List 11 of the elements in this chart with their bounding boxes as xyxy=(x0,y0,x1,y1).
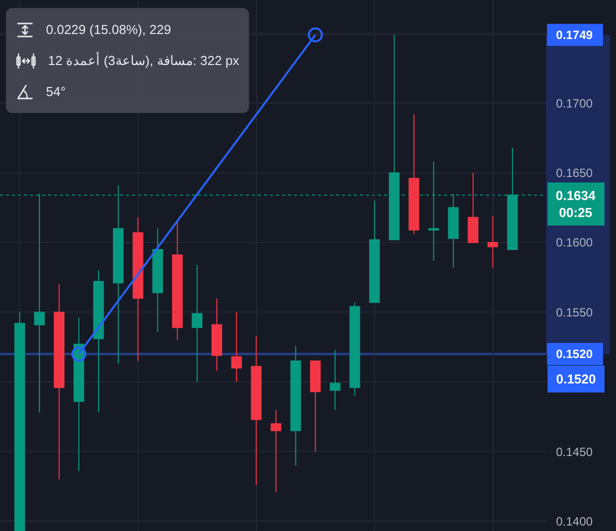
annotation: 54° xyxy=(46,84,66,99)
ref-line-label: 0.1634 00:25 xyxy=(556,188,596,220)
y-tick-label: 0.1550 xyxy=(556,305,594,320)
y-tick-label: 0.1520 xyxy=(556,347,594,362)
y-tick-label: 0.1450 xyxy=(556,444,594,459)
y-tick-label: 0.1700 xyxy=(556,96,594,110)
annotation: 0.0229 (15.08%), 229 xyxy=(46,22,172,37)
y-tick-label: 0.1400 xyxy=(556,514,594,528)
y-tick-label: 0.1749 xyxy=(556,28,594,42)
y-tick-label: 0.1650 xyxy=(556,166,594,180)
y-tick-label: 0.1600 xyxy=(556,236,594,250)
